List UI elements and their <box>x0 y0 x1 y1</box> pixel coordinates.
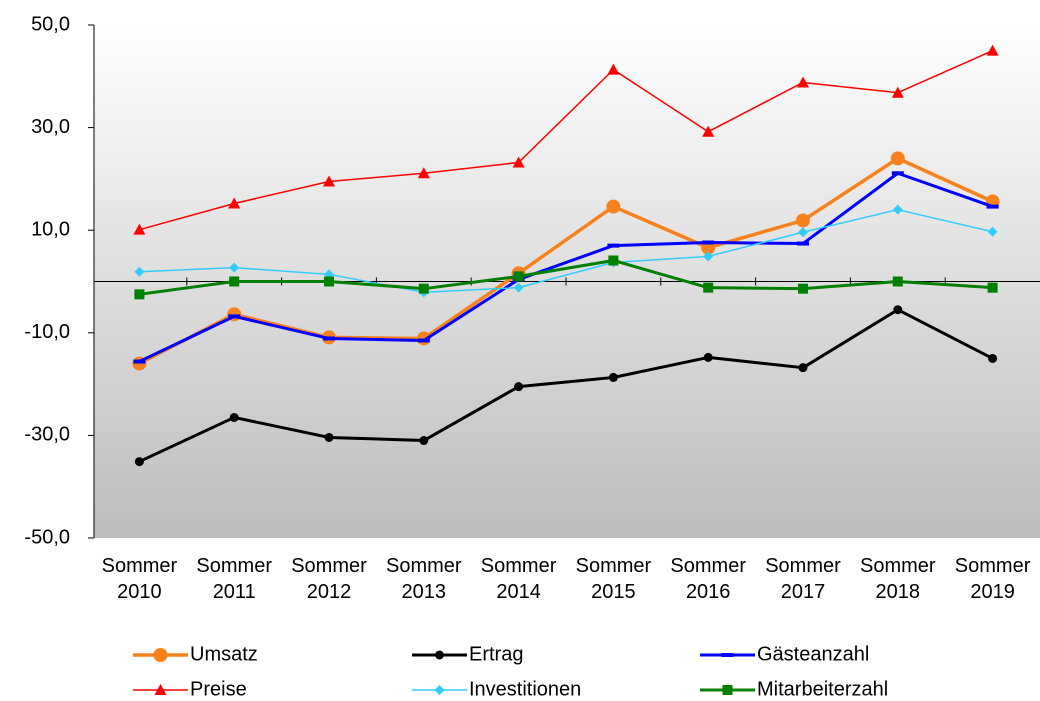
marker <box>796 213 810 228</box>
marker <box>324 432 334 442</box>
series <box>133 44 999 235</box>
marker <box>606 199 621 214</box>
marker <box>229 262 240 273</box>
marker <box>514 382 524 392</box>
marker <box>988 353 998 363</box>
marker <box>154 684 167 695</box>
marker <box>134 457 144 467</box>
marker <box>513 271 524 282</box>
x-tick-label: Sommer 2013 <box>386 555 462 603</box>
marker <box>434 685 445 695</box>
legend-label: Mitarbeiterzahl <box>757 678 888 700</box>
legend-label: Umsatz <box>190 643 258 665</box>
series <box>134 305 998 467</box>
marker <box>419 436 429 446</box>
marker <box>133 223 146 235</box>
marker <box>229 276 240 287</box>
legend-label: Investitionen <box>469 678 581 700</box>
x-tick-label: Sommer 2018 <box>860 555 936 603</box>
legend-item: Investitionen <box>412 678 581 700</box>
marker <box>722 685 733 695</box>
x-tick-label: Sommer 2014 <box>481 555 557 603</box>
marker <box>721 653 734 657</box>
marker <box>134 289 145 300</box>
x-tick-label: Sommer 2012 <box>291 555 367 603</box>
legend-item: Ertrag <box>412 643 523 665</box>
marker <box>987 282 998 293</box>
series <box>134 255 998 300</box>
legend-item: Mitarbeiterzahl <box>700 678 888 700</box>
marker <box>418 283 429 294</box>
marker <box>608 255 619 266</box>
marker <box>703 251 714 262</box>
marker <box>513 282 524 293</box>
x-tick-label: Sommer 2016 <box>670 555 746 603</box>
marker <box>890 151 905 166</box>
x-tick-label: Sommer 2011 <box>196 555 272 603</box>
marker <box>986 44 999 56</box>
marker <box>798 227 808 238</box>
marker <box>134 266 145 277</box>
marker <box>512 156 525 168</box>
y-tick-label: -10,0 <box>24 321 70 343</box>
x-tick-label: Sommer 2010 <box>102 555 178 603</box>
marker <box>133 359 146 364</box>
x-tick-label: Sommer 2015 <box>576 555 652 603</box>
marker <box>324 276 334 287</box>
y-tick-label: 10,0 <box>31 218 70 240</box>
marker <box>417 167 430 179</box>
marker <box>323 336 335 341</box>
marker <box>892 204 903 215</box>
marker <box>702 125 715 137</box>
marker <box>417 338 430 343</box>
marker <box>891 86 904 98</box>
marker <box>607 243 620 248</box>
marker <box>703 352 713 362</box>
y-tick-label: -30,0 <box>24 424 70 446</box>
legend-item: Gästeanzahl <box>700 643 869 665</box>
legend-label: Preise <box>190 678 247 700</box>
marker <box>986 204 999 209</box>
marker <box>435 650 444 660</box>
marker <box>987 226 998 237</box>
legend-item: Preise <box>133 678 247 700</box>
marker <box>797 241 809 246</box>
legend-item: Umsatz <box>133 643 258 665</box>
marker <box>229 412 239 422</box>
series-line <box>138 171 994 363</box>
legend-label: Ertrag <box>469 643 523 665</box>
marker <box>228 314 241 319</box>
marker <box>607 63 620 75</box>
marker <box>891 171 904 176</box>
marker <box>893 305 903 315</box>
marker <box>608 372 618 382</box>
marker <box>703 282 714 293</box>
series-line <box>139 258 993 296</box>
series-line <box>138 308 994 463</box>
marker <box>228 197 241 209</box>
y-tick-label: -50,0 <box>24 526 70 548</box>
marker <box>702 240 715 245</box>
y-tick-label: 30,0 <box>31 116 70 138</box>
x-tick-label: Sommer 2017 <box>765 555 841 603</box>
series <box>134 204 998 298</box>
marker <box>323 175 335 187</box>
marker <box>797 76 809 88</box>
marker <box>153 648 168 662</box>
series-line <box>139 49 993 231</box>
marker <box>798 363 808 373</box>
series-line <box>139 208 993 294</box>
marker <box>798 283 808 294</box>
legend-label: Gästeanzahl <box>757 643 869 665</box>
y-tick-label: 50,0 <box>31 13 70 35</box>
x-tick-label: Sommer 2019 <box>955 555 1031 603</box>
marker <box>892 276 903 287</box>
